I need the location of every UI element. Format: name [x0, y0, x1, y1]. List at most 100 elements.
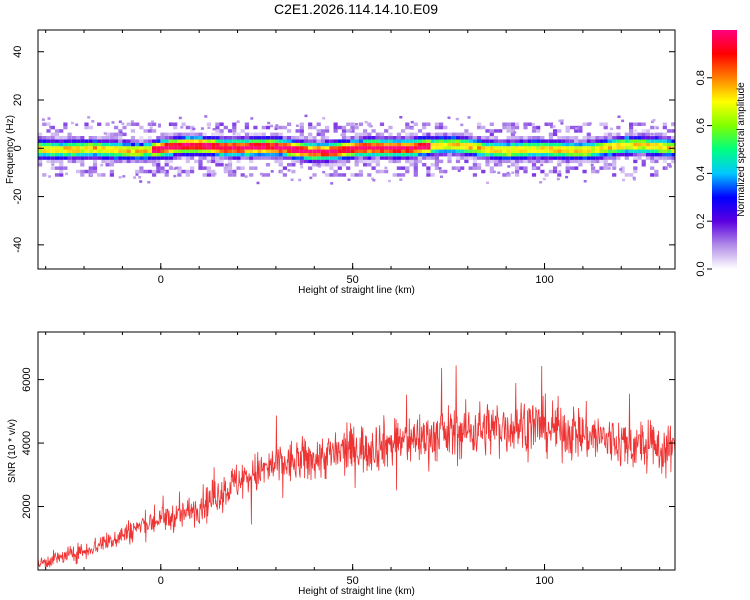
- heatmap-cell: [569, 149, 575, 153]
- heatmap-cell: [641, 139, 646, 143]
- heatmap-cell: [109, 132, 114, 137]
- heatmap-cell: [122, 132, 127, 137]
- heatmap-cell: [308, 152, 313, 157]
- heatmap-cell: [194, 159, 199, 164]
- heatmap-cell: [156, 146, 161, 150]
- heatmap-cell: [502, 146, 507, 150]
- heatmap-cell: [527, 136, 532, 140]
- heatmap-cell: [430, 136, 435, 140]
- heatmap-cell: [417, 142, 423, 147]
- heatmap-cell: [59, 159, 64, 164]
- heatmap-cell: [274, 139, 279, 143]
- heatmap-cell: [105, 139, 110, 143]
- heatmap-cell: [236, 146, 241, 150]
- heatmap-cell: [557, 129, 562, 133]
- heatmap-cell: [426, 149, 431, 153]
- heatmap-cell: [439, 136, 444, 140]
- heatmap-cell: [54, 149, 60, 153]
- heatmap-cell: [548, 136, 553, 140]
- heatmap-cell: [582, 152, 587, 157]
- heatmap-cell: [287, 152, 292, 157]
- heatmap-cell: [219, 132, 224, 137]
- heatmap-cell: [637, 149, 642, 153]
- heatmap-cell: [325, 149, 330, 153]
- heatmap-cell: [358, 139, 363, 143]
- heatmap-cell: [358, 156, 363, 160]
- heatmap-cell: [447, 132, 452, 137]
- heatmap-cell: [354, 132, 359, 137]
- heatmap-cell: [485, 163, 490, 167]
- heatmap-cell: [333, 129, 338, 133]
- heatmap-cell: [464, 149, 469, 153]
- heatmap-cell: [379, 152, 385, 157]
- heatmap-cell: [624, 149, 629, 153]
- heatmap-cell: [211, 173, 216, 177]
- heatmap-cell: [489, 132, 494, 137]
- heatmap-cell: [493, 159, 499, 164]
- heatmap-cell: [223, 136, 228, 140]
- heatmap-cell: [143, 156, 148, 160]
- heatmap-cell: [641, 152, 646, 157]
- heatmap-cell: [401, 166, 406, 170]
- heatmap-cell: [434, 163, 439, 167]
- heatmap-cell: [481, 142, 486, 147]
- heatmap-cell: [536, 152, 541, 157]
- heatmap-cell: [578, 142, 583, 147]
- heatmap-cell: [156, 152, 161, 157]
- heatmap-cell: [624, 136, 629, 140]
- heatmap-cell: [607, 146, 612, 150]
- heatmap-cell: [548, 159, 553, 164]
- heatmap-cell: [291, 159, 296, 164]
- heatmap-cell: [126, 152, 131, 157]
- heatmap-cell: [422, 125, 427, 130]
- heatmap-cell: [118, 120, 122, 123]
- heatmap-cell: [139, 136, 144, 140]
- heatmap-cell: [143, 169, 148, 174]
- heatmap-cell: [367, 139, 372, 143]
- heatmap-cell: [515, 169, 520, 174]
- heatmap-cell: [212, 128, 216, 131]
- heatmap-cell: [396, 166, 401, 170]
- heatmap-cell: [650, 166, 655, 170]
- heatmap-cell: [135, 142, 140, 147]
- heatmap-cell: [152, 159, 157, 164]
- heatmap-cell: [553, 156, 558, 160]
- heatmap-cell: [519, 156, 524, 160]
- heatmap-cell: [54, 166, 60, 170]
- heatmap-cell: [358, 159, 363, 164]
- heatmap-cell: [506, 156, 511, 160]
- heatmap-cell: [350, 125, 355, 130]
- heatmap-cell: [122, 139, 127, 143]
- heatmap-cell: [312, 156, 317, 160]
- heatmap-cell: [160, 156, 165, 160]
- heatmap-cell: [84, 169, 89, 174]
- heatmap-cell: [354, 156, 359, 160]
- heatmap-cell: [185, 136, 190, 140]
- heatmap-cell: [548, 156, 553, 160]
- heatmap-cell: [287, 139, 292, 143]
- heatmap-cell: [384, 152, 389, 157]
- heatmap-cell: [215, 142, 220, 147]
- heatmap-cell: [409, 156, 414, 160]
- heatmap-cell: [396, 152, 401, 157]
- heatmap-cell: [434, 149, 439, 153]
- heatmap-cell: [265, 173, 271, 177]
- heatmap-cell: [569, 152, 575, 157]
- heatmap-cell: [236, 142, 241, 147]
- heatmap-cell: [256, 181, 260, 185]
- heatmap-cell: [553, 166, 558, 170]
- heatmap-cell: [236, 159, 241, 164]
- heatmap-cell: [185, 146, 190, 150]
- heatmap-cell: [122, 175, 126, 178]
- heatmap-cell: [481, 125, 486, 130]
- heatmap-cell: [198, 163, 203, 167]
- heatmap-cell: [650, 149, 655, 153]
- heatmap-cell: [409, 142, 414, 147]
- heatmap-cell: [232, 149, 237, 153]
- heatmap-cell: [316, 159, 321, 164]
- heatmap-cell: [557, 163, 562, 167]
- heatmap-cell: [620, 136, 625, 140]
- heatmap-cell: [666, 142, 672, 147]
- heatmap-cell: [354, 173, 359, 177]
